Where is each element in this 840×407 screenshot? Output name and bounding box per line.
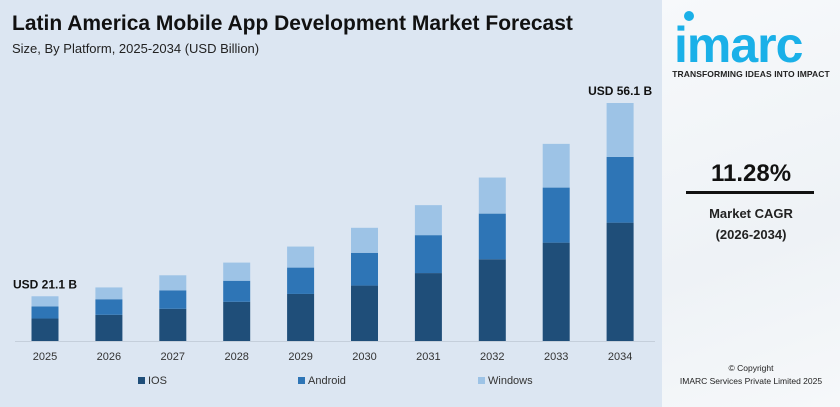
svg-text:imarc: imarc — [674, 17, 803, 66]
x-tick-label: 2030 — [352, 351, 376, 363]
bar-windows-2034 — [606, 103, 634, 157]
bar-windows-2025 — [31, 296, 59, 307]
tagline: TRANSFORMING IDEAS INTO IMPACT — [672, 69, 830, 79]
bar-windows-2028 — [223, 262, 251, 281]
bar-android-2031 — [414, 235, 442, 274]
imarc-logo: imarc — [674, 11, 804, 66]
bar-android-2034 — [606, 156, 634, 223]
side-panel: imarc TRANSFORMING IDEAS INTO IMPACT 11.… — [662, 0, 840, 407]
copyright-label: © Copyright — [728, 363, 774, 373]
x-tick-label: 2032 — [480, 351, 504, 363]
cagr-value: 11.28% — [710, 160, 792, 187]
x-tick-label: 2033 — [544, 351, 568, 363]
bar-ios-2030 — [351, 285, 378, 341]
bar-windows-2032 — [478, 177, 506, 214]
x-tick-label: 2026 — [97, 351, 121, 363]
x-tick-label: 2031 — [416, 351, 440, 363]
stacked-bar-chart: 2025 USD 21.1 B 2026 2027 2028 2029 2030 2031 20… — [13, 84, 655, 387]
divider — [686, 191, 814, 194]
data-label: USD 21.1 B — [13, 277, 77, 291]
bar-ios-2029 — [287, 293, 315, 341]
bar-ios-2034 — [606, 222, 634, 341]
x-tick-label: 2029 — [288, 351, 312, 363]
x-tick-label: 2028 — [224, 351, 248, 363]
bar-android-2025 — [31, 306, 59, 319]
legend-label-ios: IOS — [148, 375, 167, 387]
legend-swatch-windows — [478, 377, 485, 384]
data-label: USD 56.1 B — [588, 84, 652, 98]
bar-ios-2031 — [414, 273, 442, 341]
copyright: © Copyright IMARC Services Private Limit… — [662, 362, 840, 388]
x-tick-label: 2034 — [608, 351, 632, 363]
legend-label-windows: Windows — [488, 375, 533, 387]
bar-ios-2026 — [95, 314, 123, 341]
bar-android-2027 — [159, 290, 187, 309]
bar-windows-2031 — [414, 205, 442, 236]
bar-windows-2026 — [95, 287, 123, 300]
legend-label-android: Android — [308, 375, 346, 387]
cagr-label: Market CAGR (2026-2034) — [662, 203, 840, 245]
chart-panel: Latin America Mobile App Development Mar… — [0, 0, 662, 407]
bar-android-2026 — [95, 299, 123, 315]
bar-ios-2032 — [478, 259, 506, 341]
bar-windows-2030 — [351, 227, 378, 253]
bar-android-2033 — [542, 187, 570, 243]
bar-android-2028 — [223, 280, 251, 302]
bar-ios-2025 — [31, 318, 59, 341]
legend-swatch-android — [298, 377, 305, 384]
bar-windows-2033 — [542, 143, 570, 188]
bar-ios-2027 — [159, 308, 187, 341]
cagr-period: (2026-2034) — [715, 227, 787, 242]
bar-windows-2029 — [287, 246, 315, 268]
copyright-company: IMARC Services Private Limited 2025 — [679, 376, 823, 386]
cagr-label-text: Market CAGR — [709, 206, 793, 221]
chart-subtitle: Size, By Platform, 2025-2034 (USD Billio… — [12, 41, 260, 56]
legend-swatch-ios — [138, 377, 145, 384]
bar-windows-2027 — [159, 275, 187, 291]
x-tick-label: 2027 — [161, 351, 185, 363]
bar-android-2030 — [351, 252, 378, 286]
bar-ios-2033 — [542, 242, 570, 341]
bar-android-2032 — [478, 213, 506, 260]
bar-ios-2028 — [223, 301, 251, 341]
bar-android-2029 — [287, 267, 315, 294]
chart-title: Latin America Mobile App Development Mar… — [12, 12, 573, 35]
x-tick-label: 2025 — [33, 351, 57, 363]
